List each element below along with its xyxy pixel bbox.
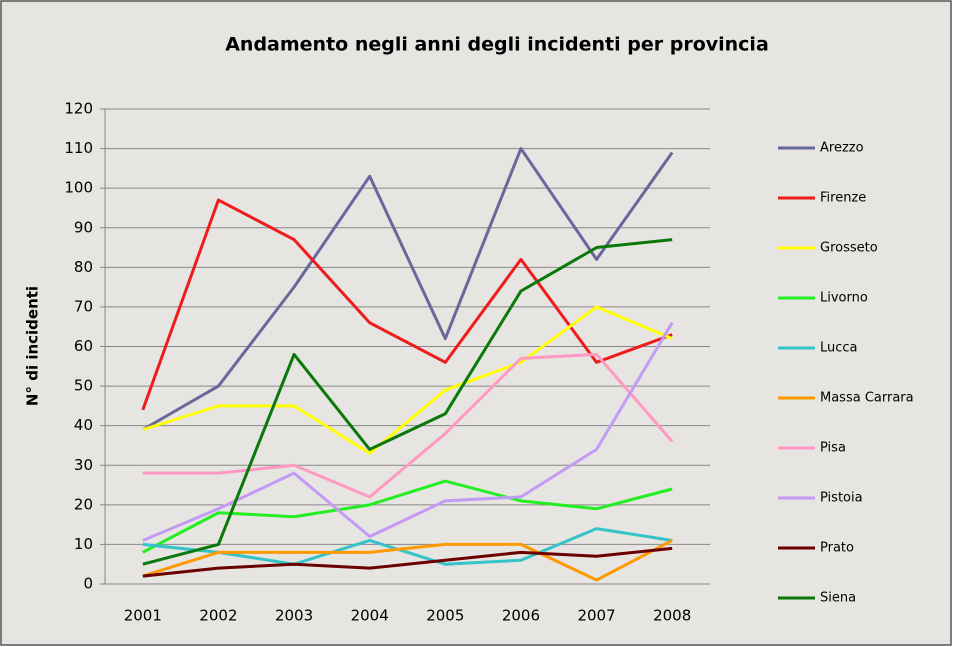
legend-label: Massa Carrara xyxy=(820,391,914,406)
series-line xyxy=(142,305,673,455)
y-tick-label: 30 xyxy=(74,456,93,474)
y-tick-label: 0 xyxy=(83,575,93,593)
y-tick-label: 40 xyxy=(74,416,93,434)
legend-label: Pistoia xyxy=(820,491,863,506)
y-axis-label: N° di incidenti xyxy=(24,286,42,406)
y-tick-label: 20 xyxy=(74,495,93,513)
series-line xyxy=(141,198,673,411)
y-tick-label: 90 xyxy=(74,218,93,236)
legend-label: Grosseto xyxy=(820,241,878,256)
y-tick-label: 10 xyxy=(74,535,93,553)
x-tick-label: 2005 xyxy=(426,607,464,625)
series-line xyxy=(142,546,673,578)
y-tick-label: 80 xyxy=(74,258,93,276)
series-line xyxy=(142,238,673,566)
series-line xyxy=(142,527,673,566)
y-tick-label: 50 xyxy=(74,377,93,395)
x-tick-label: 2007 xyxy=(577,607,615,625)
x-tick-label: 2002 xyxy=(199,607,237,625)
chart-title: Andamento negli anni degli incidenti per… xyxy=(225,34,769,56)
x-tick-label: 2004 xyxy=(351,607,389,625)
x-tick-label: 2001 xyxy=(124,607,162,625)
x-tick-label: 2008 xyxy=(653,607,691,625)
legend-label: Lucca xyxy=(820,341,858,356)
legend-label: Firenze xyxy=(820,191,866,206)
y-tick-label: 70 xyxy=(74,297,93,315)
series-line xyxy=(142,147,674,431)
y-tick-label: 110 xyxy=(64,139,93,157)
y-tick-label: 100 xyxy=(64,179,93,197)
x-tick-label: 2006 xyxy=(502,607,540,625)
series-line xyxy=(142,321,674,542)
legend-label: Prato xyxy=(820,541,854,556)
legend-label: Siena xyxy=(820,591,856,606)
series-line xyxy=(142,539,673,582)
legend-label: Pisa xyxy=(820,441,846,456)
y-tick-label: 60 xyxy=(74,337,93,355)
x-tick-label: 2003 xyxy=(275,607,313,625)
legend-label: Arezzo xyxy=(820,141,864,156)
legend-label: Livorno xyxy=(820,291,868,306)
series-line xyxy=(142,352,674,499)
y-tick-label: 120 xyxy=(64,100,93,118)
